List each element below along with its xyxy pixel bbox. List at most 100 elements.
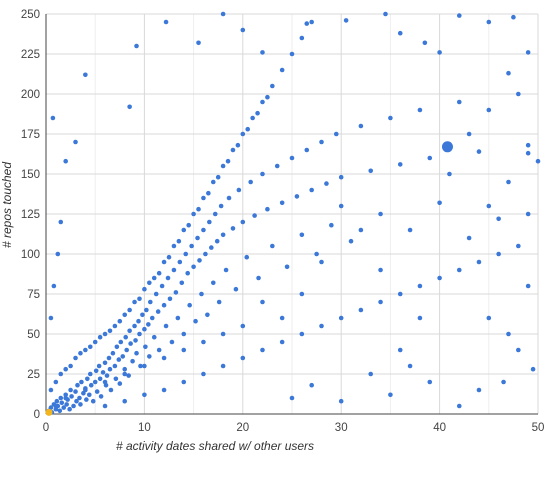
- data-point: [476, 259, 482, 265]
- data-point: [78, 350, 83, 356]
- data-point: [511, 14, 516, 20]
- data-point: [98, 394, 104, 399]
- data-point: [148, 299, 153, 305]
- data-point: [59, 400, 65, 406]
- data-point: [64, 402, 69, 407]
- data-point: [132, 323, 137, 329]
- data-point: [319, 323, 324, 329]
- data-point: [343, 18, 349, 23]
- data-point: [120, 354, 126, 359]
- data-point: [173, 290, 179, 295]
- data-point: [161, 259, 167, 265]
- data-point: [122, 398, 128, 404]
- data-point: [163, 323, 169, 329]
- data-point: [71, 403, 76, 409]
- data-point: [48, 315, 54, 321]
- data-point: [456, 99, 462, 105]
- data-point: [83, 387, 88, 393]
- data-point: [256, 275, 261, 281]
- data-point: [210, 280, 216, 286]
- data-point: [100, 370, 106, 375]
- data-point: [108, 387, 114, 393]
- data-point: [486, 107, 492, 113]
- data-point: [57, 408, 63, 414]
- data-point: [417, 283, 423, 289]
- data-point: [220, 163, 226, 169]
- data-point: [437, 200, 442, 206]
- data-point: [199, 291, 204, 297]
- data-point: [110, 350, 116, 356]
- data-point: [181, 347, 187, 353]
- data-point: [113, 376, 119, 382]
- data-point: [525, 150, 531, 156]
- data-point: [240, 27, 246, 33]
- data-point: [107, 328, 113, 334]
- data-point: [142, 363, 147, 369]
- data-point: [220, 232, 226, 238]
- data-point: [383, 11, 388, 17]
- data-point: [50, 115, 56, 121]
- data-point: [309, 19, 314, 25]
- data-point: [196, 40, 201, 46]
- data-point: [338, 174, 344, 180]
- data-point: [102, 403, 108, 409]
- data-point: [214, 238, 220, 244]
- data-point: [501, 379, 506, 385]
- data-point: [212, 211, 218, 217]
- data-point: [126, 373, 131, 378]
- data-point: [201, 227, 206, 233]
- data-point: [92, 339, 98, 345]
- data-point: [274, 163, 280, 169]
- data-point: [236, 187, 242, 193]
- data-point: [69, 394, 74, 399]
- data-point: [175, 315, 181, 321]
- data-point: [299, 291, 305, 297]
- data-point: [142, 392, 147, 398]
- data-point: [486, 19, 492, 25]
- data-point: [123, 334, 129, 340]
- data-point: [140, 312, 145, 318]
- data-point: [196, 206, 201, 212]
- data-point: [506, 179, 511, 185]
- x-tick-label: 30: [335, 422, 348, 434]
- y-tick-label: 250: [21, 9, 40, 21]
- data-point: [79, 379, 84, 385]
- data-point: [67, 406, 72, 412]
- data-point: [279, 67, 285, 73]
- data-point: [94, 389, 100, 394]
- data-point: [407, 363, 413, 369]
- data-point: [226, 195, 232, 201]
- data-point: [201, 339, 206, 345]
- data-point: [155, 309, 161, 314]
- data-point: [233, 286, 239, 292]
- data-point: [220, 363, 226, 369]
- data-point: [156, 270, 162, 276]
- data-point: [235, 142, 241, 148]
- data-point: [240, 131, 246, 137]
- data-point: [279, 200, 285, 206]
- data-point: [240, 323, 246, 329]
- data-point: [245, 126, 251, 132]
- data-point: [149, 315, 155, 321]
- data-point: [193, 318, 198, 324]
- data-point: [88, 382, 94, 388]
- data-point: [260, 299, 265, 305]
- data-point: [127, 104, 132, 110]
- origin-marker-point: [45, 408, 53, 416]
- data-point: [260, 50, 265, 55]
- x-tick-label: 40: [433, 422, 446, 434]
- data-point: [456, 403, 462, 409]
- data-point: [209, 245, 214, 250]
- data-point: [270, 243, 275, 249]
- data-point: [136, 318, 141, 324]
- data-point: [83, 347, 88, 353]
- grid: [45, 13, 539, 415]
- data-point: [309, 382, 314, 388]
- data-point: [58, 219, 64, 225]
- data-point: [388, 392, 393, 398]
- data-point: [456, 13, 462, 18]
- data-point: [185, 270, 190, 276]
- data-point: [87, 371, 93, 377]
- data-point: [220, 331, 226, 337]
